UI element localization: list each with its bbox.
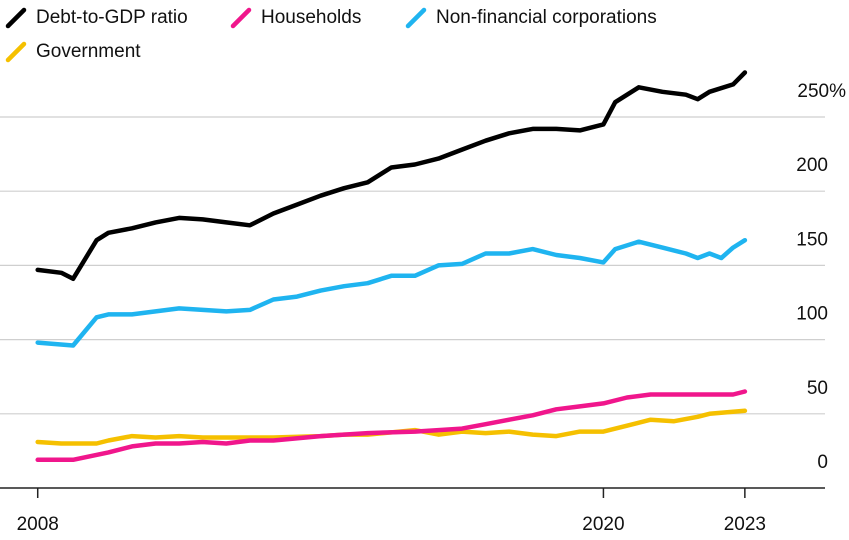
x-tick-label: 2023 (724, 514, 766, 535)
legend-swatch (5, 41, 27, 63)
legend-label: Government (36, 41, 141, 62)
y-tick-label: 250% (797, 81, 846, 102)
legend-label: Debt-to-GDP ratio (36, 7, 188, 28)
legend-swatch (405, 7, 427, 29)
x-tick-label: 2020 (582, 514, 624, 535)
series-line (35, 408, 748, 446)
legend-swatch (230, 7, 252, 29)
y-tick-label: 150 (796, 229, 828, 250)
y-tick-label: 0 (817, 452, 828, 473)
legend-swatch (5, 7, 27, 29)
y-tick-label: 100 (796, 304, 828, 325)
y-tick-label: 200 (796, 155, 828, 176)
series-line (35, 70, 748, 282)
legend-label: Non-financial corporations (436, 7, 657, 28)
series-line (35, 389, 748, 463)
x-tick-label: 2008 (17, 514, 59, 535)
y-tick-label: 50 (807, 378, 828, 399)
legend-label: Households (261, 7, 361, 28)
series-line (35, 237, 748, 348)
